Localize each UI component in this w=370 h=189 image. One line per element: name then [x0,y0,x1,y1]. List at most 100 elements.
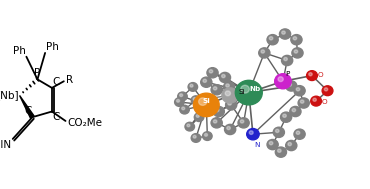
Circle shape [279,29,291,39]
Circle shape [311,96,322,106]
Circle shape [219,72,231,83]
Text: R: R [65,75,73,85]
Circle shape [294,50,298,53]
Circle shape [280,112,292,122]
Text: Ph: Ph [46,42,59,52]
Circle shape [175,98,184,106]
Circle shape [193,135,196,138]
Circle shape [275,147,286,157]
Circle shape [225,91,231,96]
Circle shape [269,142,273,145]
Circle shape [309,73,312,76]
Circle shape [191,96,201,105]
Text: [Nb]: [Nb] [0,91,19,100]
Circle shape [190,84,193,87]
Text: P: P [34,68,41,78]
Circle shape [191,134,201,142]
Circle shape [226,100,237,110]
Text: Si: Si [239,88,245,94]
Circle shape [241,85,249,93]
Circle shape [296,88,300,91]
Circle shape [222,74,225,78]
Circle shape [240,120,244,123]
Polygon shape [20,95,34,119]
Text: O: O [318,72,323,78]
Circle shape [269,37,273,40]
Circle shape [187,124,190,127]
Circle shape [213,106,224,117]
Circle shape [194,93,219,117]
Circle shape [199,98,207,105]
Circle shape [300,100,304,103]
Circle shape [182,107,185,110]
Circle shape [307,71,317,81]
Circle shape [291,35,302,45]
Circle shape [238,118,249,128]
Circle shape [205,133,208,136]
Circle shape [259,48,270,58]
Circle shape [322,86,333,96]
Circle shape [296,131,300,134]
Circle shape [203,132,212,140]
Circle shape [215,108,219,112]
Text: XylylN: XylylN [0,140,12,150]
Circle shape [278,77,283,82]
Circle shape [283,114,286,117]
Circle shape [267,139,278,150]
Circle shape [211,118,222,128]
Circle shape [313,98,316,101]
Text: Ph: Ph [13,46,26,56]
Circle shape [282,31,285,34]
Circle shape [178,92,187,101]
Circle shape [225,124,236,135]
Circle shape [223,82,235,92]
Circle shape [213,120,217,123]
Circle shape [196,115,199,117]
Circle shape [209,70,213,73]
Circle shape [278,149,281,152]
Circle shape [292,108,296,112]
Circle shape [188,83,198,91]
Circle shape [180,105,189,114]
Circle shape [276,129,279,132]
Circle shape [282,55,293,66]
Circle shape [294,86,305,96]
Circle shape [235,80,262,105]
Circle shape [290,106,301,117]
Circle shape [293,37,297,40]
Circle shape [249,131,253,134]
Circle shape [226,84,229,87]
Text: Si: Si [202,98,210,104]
Circle shape [185,122,195,131]
Circle shape [193,98,196,100]
Circle shape [298,98,309,108]
Text: Nb: Nb [250,86,261,92]
Text: O: O [322,99,327,105]
Circle shape [247,129,259,140]
Circle shape [324,88,328,91]
Circle shape [288,143,292,146]
Circle shape [227,126,231,130]
Circle shape [294,129,305,139]
Text: P: P [285,70,289,77]
Circle shape [176,99,179,102]
Circle shape [201,77,212,87]
Circle shape [292,48,303,58]
Text: N: N [254,142,259,148]
Circle shape [203,79,206,82]
Circle shape [213,87,217,90]
Circle shape [211,85,222,95]
Circle shape [261,50,265,53]
Circle shape [286,81,297,91]
Text: C: C [53,112,60,122]
Text: CO₂Me: CO₂Me [67,118,102,128]
Text: C: C [24,106,31,116]
Circle shape [228,102,231,105]
Circle shape [194,113,204,122]
Circle shape [267,35,278,45]
Circle shape [222,88,238,103]
Circle shape [207,68,218,78]
Circle shape [273,127,285,137]
Circle shape [288,83,292,86]
Circle shape [275,74,291,89]
